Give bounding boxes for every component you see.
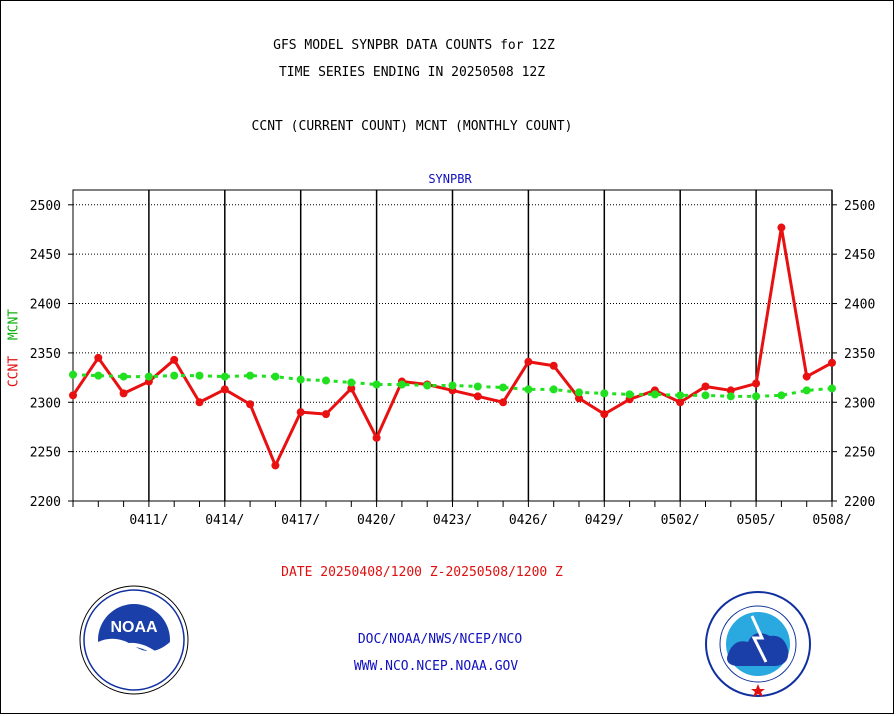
data-point-mcnt bbox=[676, 391, 685, 400]
data-point-mcnt bbox=[726, 392, 735, 401]
data-point-ccnt bbox=[473, 392, 482, 401]
date-range: DATE 20250408/1200 Z-20250508/1200 Z bbox=[281, 565, 563, 580]
data-point-ccnt bbox=[69, 391, 77, 400]
y-tick-label: 2450 bbox=[844, 248, 875, 263]
data-point-mcnt bbox=[828, 384, 836, 393]
data-point-mcnt bbox=[625, 390, 634, 399]
data-point-mcnt bbox=[144, 372, 153, 381]
data-point-ccnt bbox=[752, 379, 761, 388]
data-point-ccnt bbox=[499, 398, 508, 407]
data-point-mcnt bbox=[322, 376, 330, 385]
data-point-ccnt bbox=[676, 398, 685, 407]
data-point-mcnt bbox=[195, 371, 204, 380]
series-description: CCNT (CURRENT COUNT) MCNT (MONTHLY COUNT… bbox=[251, 119, 573, 134]
data-point-mcnt bbox=[701, 391, 710, 400]
x-tick-label: 0508/ bbox=[812, 513, 851, 528]
y-tick-label: 2400 bbox=[844, 298, 875, 313]
url-link[interactable]: WWW.NCO.NCEP.NOAA.GOV bbox=[353, 659, 519, 674]
y-tick-label: 2250 bbox=[30, 446, 61, 461]
data-point-ccnt bbox=[170, 355, 179, 364]
data-point-ccnt bbox=[777, 223, 786, 232]
data-point-ccnt bbox=[726, 386, 735, 395]
org-link[interactable]: DOC/NOAA/NWS/NCEP/NCO bbox=[357, 632, 523, 647]
data-point-ccnt bbox=[575, 394, 583, 403]
x-tick-label: 0414/ bbox=[205, 513, 244, 528]
data-point-mcnt bbox=[69, 370, 77, 379]
data-point-mcnt bbox=[802, 386, 811, 395]
x-tick-label: 0411/ bbox=[129, 513, 168, 528]
data-point-mcnt bbox=[473, 382, 482, 391]
y-tick-label: 2200 bbox=[30, 495, 61, 510]
y-tick-label: 2350 bbox=[30, 347, 61, 362]
chart-subtitle: TIME SERIES ENDING IN 20250508 12Z bbox=[278, 65, 546, 80]
data-point-mcnt bbox=[246, 371, 255, 380]
y-tick-label: 2500 bbox=[844, 199, 875, 214]
data-point-ccnt bbox=[296, 408, 305, 417]
data-point-mcnt bbox=[220, 372, 229, 381]
data-point-ccnt bbox=[549, 361, 558, 370]
y-tick-label: 2200 bbox=[844, 495, 875, 510]
data-point-mcnt bbox=[372, 380, 381, 389]
data-point-mcnt bbox=[119, 372, 128, 381]
data-point-ccnt bbox=[220, 385, 229, 394]
x-tick-label: 0505/ bbox=[737, 513, 776, 528]
x-tick-label: 0423/ bbox=[433, 513, 472, 528]
data-point-mcnt bbox=[271, 372, 280, 381]
data-point-ccnt bbox=[119, 389, 128, 398]
chart-title: GFS MODEL SYNPBR DATA COUNTS for 12Z bbox=[273, 38, 555, 53]
x-tick-label: 0429/ bbox=[585, 513, 624, 528]
data-point-ccnt bbox=[372, 433, 381, 442]
data-point-ccnt bbox=[347, 384, 356, 393]
data-point-mcnt bbox=[170, 371, 179, 380]
data-point-mcnt bbox=[600, 389, 609, 398]
y-tick-label: 2450 bbox=[30, 248, 61, 263]
data-point-mcnt bbox=[499, 383, 508, 392]
data-point-ccnt bbox=[246, 400, 255, 409]
data-point-mcnt bbox=[94, 371, 103, 380]
plot-label: SYNPBR bbox=[428, 172, 472, 186]
data-point-mcnt bbox=[549, 385, 558, 394]
y-tick-label: 2500 bbox=[30, 199, 61, 214]
y-tick-label: 2250 bbox=[844, 446, 875, 461]
data-point-ccnt bbox=[802, 372, 811, 381]
data-point-ccnt bbox=[322, 410, 330, 419]
y-tick-label: 2350 bbox=[844, 347, 875, 362]
y-tick-label: 2300 bbox=[844, 396, 875, 411]
y-tick-label: 2300 bbox=[30, 396, 61, 411]
data-point-ccnt bbox=[271, 461, 280, 470]
data-point-ccnt bbox=[524, 357, 533, 366]
data-point-ccnt bbox=[600, 410, 609, 419]
x-tick-label: 0426/ bbox=[509, 513, 548, 528]
data-point-ccnt bbox=[701, 382, 710, 391]
x-tick-label: 0420/ bbox=[357, 513, 396, 528]
data-point-mcnt bbox=[777, 391, 786, 400]
data-point-mcnt bbox=[397, 380, 406, 389]
data-point-mcnt bbox=[752, 392, 761, 401]
data-point-ccnt bbox=[828, 358, 836, 367]
data-point-mcnt bbox=[524, 385, 533, 394]
data-point-mcnt bbox=[575, 388, 583, 397]
data-point-ccnt bbox=[94, 353, 103, 362]
data-point-mcnt bbox=[448, 381, 457, 390]
data-point-mcnt bbox=[347, 378, 356, 387]
x-tick-label: 0502/ bbox=[661, 513, 700, 528]
x-tick-label: 0417/ bbox=[281, 513, 320, 528]
data-point-mcnt bbox=[423, 381, 432, 390]
data-point-mcnt bbox=[650, 390, 659, 399]
y-tick-label: 2400 bbox=[30, 298, 61, 313]
data-point-mcnt bbox=[296, 375, 305, 384]
data-point-ccnt bbox=[195, 398, 204, 407]
